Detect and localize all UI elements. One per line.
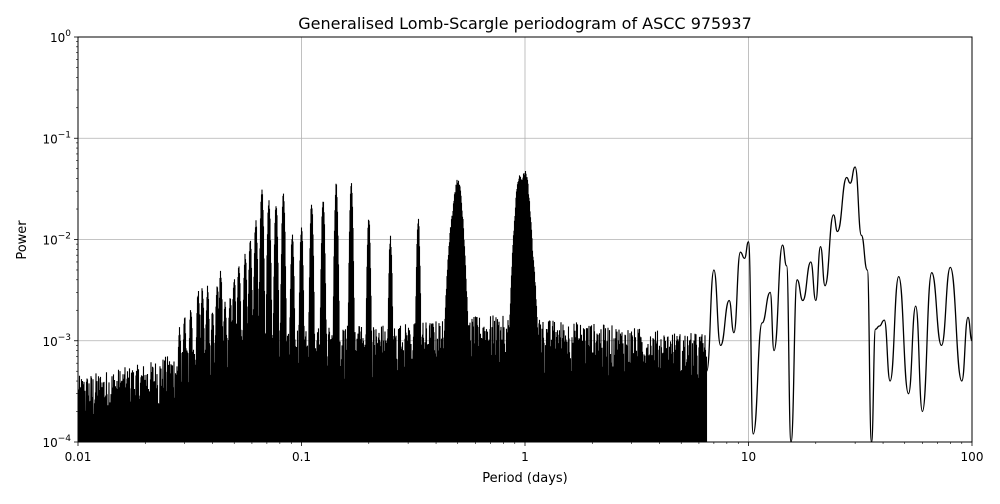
x-tick-label: 0.01 bbox=[65, 450, 92, 464]
x-tick-label: 1 bbox=[521, 450, 529, 464]
x-tick-label: 0.1 bbox=[292, 450, 311, 464]
periodogram-line bbox=[78, 166, 972, 442]
y-tick-label: 10−1 bbox=[42, 130, 71, 146]
x-axis-ticks: 0.01 0.1 1 10 100 bbox=[65, 442, 984, 464]
x-tick-label: 10 bbox=[741, 450, 756, 464]
periodogram-long-period-curve bbox=[706, 166, 972, 442]
chart-title: Generalised Lomb-Scargle periodogram of … bbox=[298, 14, 752, 33]
y-tick-label: 10−4 bbox=[42, 434, 71, 450]
y-tick-label: 10−2 bbox=[42, 232, 71, 248]
y-tick-label: 100 bbox=[50, 29, 71, 45]
periodogram-dense-region bbox=[78, 170, 708, 442]
y-tick-label: 10−3 bbox=[42, 333, 71, 349]
y-axis-ticks: 10−4 10−3 10−2 10−1 100 bbox=[42, 29, 78, 450]
x-tick-label: 100 bbox=[961, 450, 984, 464]
y-axis-label: Power bbox=[15, 220, 30, 260]
x-axis-label: Period (days) bbox=[482, 471, 568, 486]
